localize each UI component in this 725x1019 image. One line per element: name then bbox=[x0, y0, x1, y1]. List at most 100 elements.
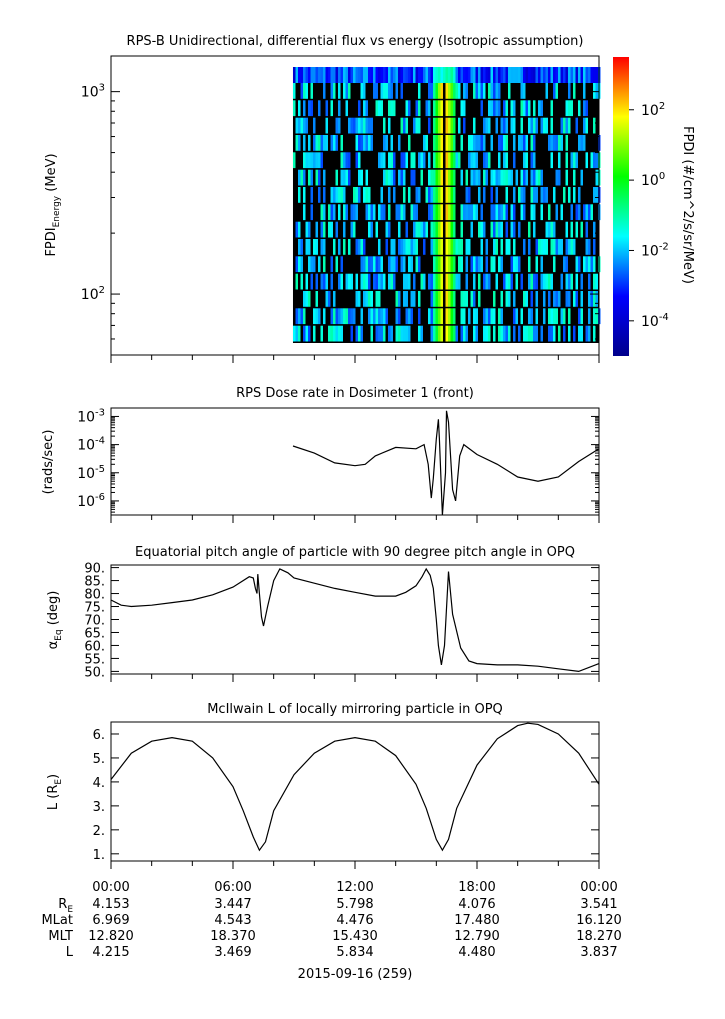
heatmap-cell bbox=[373, 256, 376, 273]
pitch-angle-series-line bbox=[110, 567, 600, 673]
heatmap-cell bbox=[318, 67, 321, 83]
heatmap-cell bbox=[490, 204, 493, 221]
heatmap-cell bbox=[323, 169, 326, 186]
heatmap-cell bbox=[360, 117, 363, 134]
heatmap-cell bbox=[413, 273, 416, 290]
heatmap-cell bbox=[353, 67, 356, 83]
heatmap-cell bbox=[298, 256, 301, 273]
heatmap-cell bbox=[460, 325, 463, 342]
heatmap-cell bbox=[303, 308, 306, 325]
heatmap-cell bbox=[360, 169, 363, 186]
dose-rate-y-ticks: 10-3 10-4 10-5 10-6 bbox=[77, 407, 599, 513]
heatmap-cell bbox=[298, 135, 301, 151]
heatmap-cell bbox=[320, 273, 323, 290]
heatmap-cell bbox=[510, 221, 513, 238]
heatmap-cell bbox=[568, 239, 571, 255]
heatmap-cell bbox=[378, 273, 381, 290]
heatmap-cell bbox=[585, 100, 588, 117]
heatmap-cell bbox=[563, 256, 566, 273]
heatmap-cell bbox=[453, 291, 456, 307]
heatmap-cell bbox=[540, 117, 543, 134]
heatmap-cell bbox=[573, 152, 576, 169]
heatmap-cell bbox=[548, 325, 551, 342]
heatmap-cell bbox=[533, 325, 536, 342]
heatmap-cell bbox=[343, 169, 346, 186]
ephemeris-value: 16.120 bbox=[576, 913, 622, 928]
heatmap-cell bbox=[353, 308, 356, 325]
heatmap-cell bbox=[535, 67, 538, 83]
heatmap-cell bbox=[368, 291, 371, 307]
heatmap-cell bbox=[443, 273, 446, 290]
heatmap-cell bbox=[500, 117, 503, 134]
y-tick-label: 80. bbox=[84, 588, 105, 603]
heatmap-cell bbox=[383, 117, 386, 134]
heatmap-cell bbox=[485, 308, 488, 325]
heatmap-cell bbox=[395, 67, 398, 83]
heatmap-cell bbox=[493, 325, 496, 342]
heatmap-cell bbox=[303, 67, 306, 83]
heatmap-cell bbox=[520, 67, 523, 83]
ephemeris-value: 18.270 bbox=[576, 929, 622, 944]
heatmap-cell bbox=[545, 221, 548, 238]
heatmap-cell bbox=[540, 239, 543, 255]
heatmap-cell bbox=[453, 273, 456, 290]
heatmap-cell bbox=[518, 135, 521, 151]
heatmap-cell bbox=[413, 152, 416, 169]
heatmap-cell bbox=[490, 83, 493, 99]
heatmap-cell bbox=[450, 291, 453, 307]
heatmap-cell bbox=[525, 169, 528, 186]
heatmap-cell bbox=[443, 256, 446, 273]
heatmap-cell bbox=[383, 152, 386, 169]
heatmap-cell bbox=[553, 187, 556, 203]
heatmap-cell bbox=[395, 204, 398, 221]
heatmap-cell bbox=[468, 239, 471, 255]
heatmap-cell bbox=[445, 117, 448, 134]
heatmap-cell bbox=[513, 239, 516, 255]
heatmap-cell bbox=[575, 152, 578, 169]
ephemeris-value: 5.798 bbox=[336, 897, 373, 912]
heatmap-cell bbox=[483, 152, 486, 169]
heatmap-cell bbox=[330, 256, 333, 273]
heatmap-cell bbox=[595, 152, 598, 169]
heatmap-cell bbox=[418, 67, 421, 83]
heatmap-cell bbox=[340, 273, 343, 290]
heatmap-cell bbox=[430, 239, 433, 255]
heatmap-cell bbox=[425, 187, 428, 203]
heatmap-cell bbox=[325, 291, 328, 307]
heatmap-cell bbox=[578, 325, 581, 342]
heatmap-cell bbox=[343, 308, 346, 325]
heatmap-cell bbox=[375, 100, 378, 117]
heatmap-cell bbox=[368, 135, 371, 151]
heatmap-cell bbox=[303, 187, 306, 203]
heatmap-cell bbox=[363, 256, 366, 273]
heatmap-cell bbox=[368, 221, 371, 238]
heatmap-cell bbox=[363, 187, 366, 203]
heatmap-cell bbox=[523, 83, 526, 99]
heatmap-cell bbox=[435, 67, 438, 83]
heatmap-cell bbox=[448, 83, 451, 99]
heatmap-cell bbox=[510, 204, 513, 221]
heatmap-cell bbox=[478, 256, 481, 273]
heatmap-cell bbox=[550, 273, 553, 290]
heatmap-cell bbox=[338, 239, 341, 255]
heatmap-cell bbox=[353, 204, 356, 221]
heatmap-cell bbox=[480, 100, 483, 117]
heatmap-cell bbox=[325, 100, 328, 117]
mcilwain-y-label: L (RE) bbox=[46, 774, 64, 810]
heatmap-cell bbox=[308, 100, 311, 117]
heatmap-cell bbox=[513, 187, 516, 203]
dose-rate-series-line bbox=[292, 410, 600, 516]
heatmap-cell bbox=[375, 291, 378, 307]
time-tick-label: 18:00 bbox=[458, 880, 495, 895]
heatmap-cell bbox=[398, 169, 401, 186]
heatmap-cell bbox=[565, 221, 568, 238]
heatmap-cell bbox=[583, 256, 586, 273]
heatmap-cell bbox=[515, 169, 518, 186]
heatmap-cell bbox=[495, 100, 498, 117]
heatmap-cell bbox=[345, 169, 348, 186]
heatmap-cell bbox=[478, 273, 481, 290]
heatmap-cell bbox=[315, 291, 318, 307]
heatmap-cell bbox=[365, 256, 368, 273]
heatmap-cell bbox=[453, 100, 456, 117]
heatmap-cell bbox=[295, 67, 298, 83]
